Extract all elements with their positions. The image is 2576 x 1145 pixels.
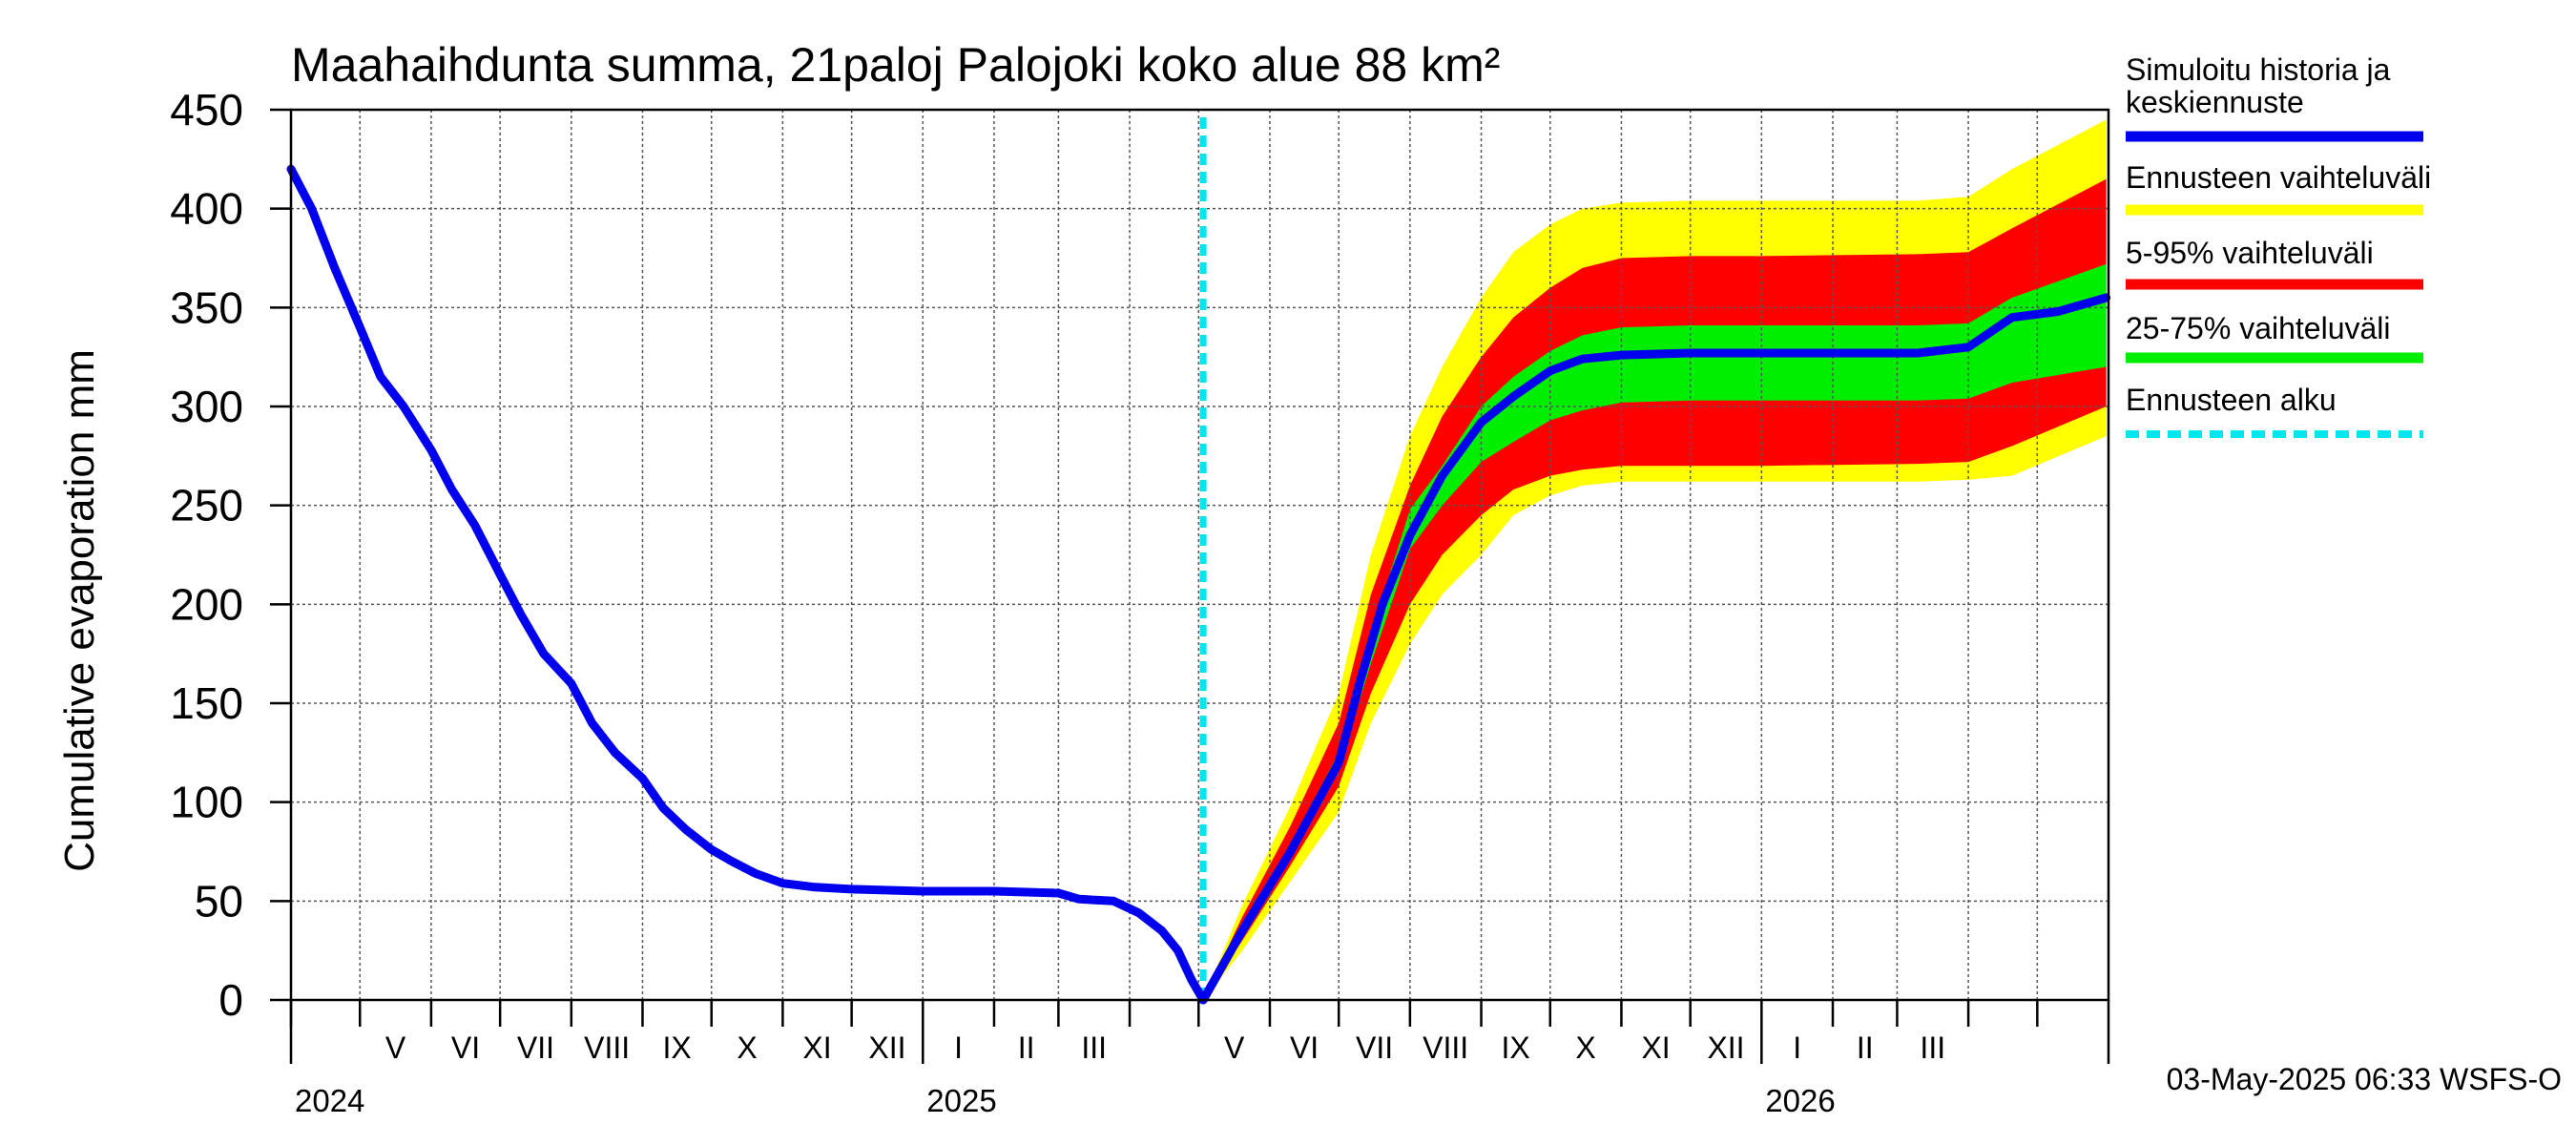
y-tick-label: 350 — [170, 282, 243, 332]
band-5-95 — [1203, 178, 2107, 1001]
y-axis-label: Cumulative evaporation mm — [56, 349, 103, 872]
y-tick-label: 200 — [170, 579, 243, 629]
x-month-label: VI — [1290, 1030, 1319, 1065]
x-month-label: VIII — [1423, 1030, 1468, 1065]
x-month-label: XI — [802, 1030, 831, 1065]
legend: Simuloitu historia ja keskiennuste Ennuste… — [2126, 52, 2431, 438]
x-month-label: V — [385, 1030, 406, 1065]
y-tick-label: 400 — [170, 184, 243, 234]
x-month-label: I — [1793, 1030, 1801, 1065]
y-tick-label: 100 — [170, 778, 243, 827]
legend-label: Simuloitu historia ja keskiennuste — [2126, 52, 2391, 119]
x-month-label: III — [1920, 1030, 1945, 1065]
y-tick-label: 300 — [170, 382, 243, 431]
x-month-label: II — [1018, 1030, 1035, 1065]
series-lines — [286, 164, 2111, 1005]
forecast-bands — [1203, 119, 2107, 1001]
band-25-75 — [1203, 263, 2107, 1000]
y-tick-label: 450 — [170, 85, 243, 135]
x-month-label: VIII — [584, 1030, 630, 1065]
x-month-label: X — [1575, 1030, 1595, 1065]
legend-label: Ennusteen vaihteluväli — [2126, 160, 2431, 195]
x-month-label: X — [737, 1030, 757, 1065]
x-month-label: VII — [1356, 1030, 1393, 1065]
history-line — [286, 164, 1208, 1005]
legend-label-line: keskiennuste — [2126, 85, 2304, 119]
x-year-label: 2026 — [1765, 1083, 1835, 1118]
x-month-label: VI — [451, 1030, 480, 1065]
x-month-label: V — [1224, 1030, 1245, 1065]
x-month-label: II — [1857, 1030, 1874, 1065]
legend-label: Ennusteen alku — [2126, 383, 2337, 417]
legend-label: 25-75% vaihteluväli — [2126, 311, 2391, 345]
y-tick-label: 50 — [195, 876, 243, 926]
x-month-label: III — [1081, 1030, 1107, 1065]
y-tick-label: 250 — [170, 481, 243, 531]
median-line — [1198, 293, 2111, 1005]
x-month-label: I — [954, 1030, 963, 1065]
y-tick-label: 150 — [170, 678, 243, 728]
y-tick-label: 0 — [218, 975, 243, 1025]
legend-label-line: Simuloitu historia ja — [2126, 52, 2391, 87]
x-month-label: XI — [1641, 1030, 1670, 1065]
x-year-label: 2025 — [926, 1083, 996, 1118]
y-axis: 0 50 100 150 200 250 300 350 400 450 — [170, 85, 291, 1025]
legend-label: 5-95% vaihteluväli — [2126, 236, 2374, 270]
chart-title: Maahaihdunta summa, 21paloj Palojoki kok… — [291, 38, 1500, 92]
x-month-label: IX — [1502, 1030, 1530, 1065]
x-month-label: XII — [868, 1030, 905, 1065]
x-month-label: IX — [662, 1030, 691, 1065]
x-month-label: VII — [517, 1030, 554, 1065]
x-year-label: 2024 — [295, 1083, 364, 1118]
x-axis: V VI VII VIII IX X XI XII I II III V VI VII VIII IX X XI X… — [289, 1000, 2110, 1118]
timestamp: 03-May-2025 06:33 WSFS-O — [2167, 1062, 2562, 1096]
x-month-label: XII — [1707, 1030, 1744, 1065]
